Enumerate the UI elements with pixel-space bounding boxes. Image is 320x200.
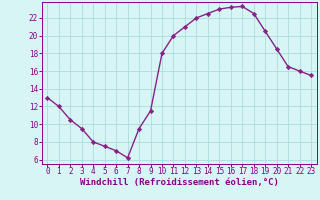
X-axis label: Windchill (Refroidissement éolien,°C): Windchill (Refroidissement éolien,°C) bbox=[80, 178, 279, 187]
